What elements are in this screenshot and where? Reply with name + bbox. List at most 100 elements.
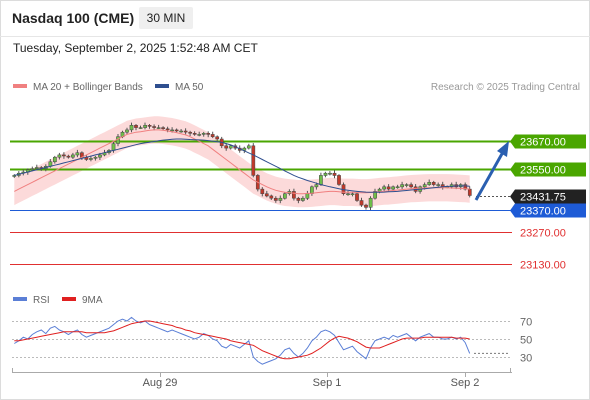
rsi-ma-line <box>14 320 470 360</box>
candle-body <box>404 184 409 186</box>
candle-body <box>34 167 39 169</box>
candle-body <box>89 158 93 160</box>
level-label: 23370.00 <box>520 206 566 218</box>
candle-body <box>188 131 193 134</box>
level-tag-resistance <box>510 162 586 177</box>
candle-body <box>278 197 283 201</box>
candle-body <box>332 172 337 176</box>
candle-body <box>319 175 323 185</box>
candle-body <box>192 133 197 135</box>
candle-body <box>170 129 174 132</box>
ma20-legend-label: MA 20 + Bollinger Bands <box>33 82 143 93</box>
candle-body <box>273 197 278 201</box>
candle-body <box>382 186 386 190</box>
candle-body <box>431 182 436 185</box>
bollinger-band <box>14 116 470 208</box>
x-tick-label: Sep 2 <box>451 377 480 389</box>
candle-body <box>337 175 341 185</box>
candle-body <box>364 204 368 208</box>
header-bar: Nasdaq 100 (CME) 30 MIN <box>0 0 590 37</box>
forecast-arrow-head <box>497 141 509 157</box>
rsi-tick-label: 30 <box>520 353 532 365</box>
candle-body <box>224 145 229 149</box>
candle-body <box>165 128 170 131</box>
candle-body <box>98 154 102 158</box>
candle-body <box>346 193 350 195</box>
candle-body <box>134 125 138 128</box>
rsi-line <box>14 316 471 365</box>
candle-body <box>66 155 71 158</box>
candle-body <box>386 186 391 190</box>
candle-body <box>400 184 404 188</box>
candle-body <box>467 188 472 196</box>
candle-body <box>147 125 152 127</box>
candle-body <box>228 145 233 149</box>
level-tag-current <box>510 189 586 204</box>
candle-body <box>422 184 427 188</box>
candle-body <box>138 127 143 129</box>
candle-body <box>246 145 251 149</box>
level-label: 23670.00 <box>520 137 566 149</box>
candle-body <box>183 130 188 133</box>
candle-body <box>409 184 413 188</box>
candle-body <box>314 184 319 188</box>
candle-body <box>62 154 66 157</box>
x-tick-label: Sep 1 <box>313 377 342 389</box>
ma50-line <box>14 138 470 193</box>
candle-body <box>251 145 256 176</box>
level-label: 23431.75 <box>520 192 566 204</box>
candle-body <box>201 133 206 135</box>
candle-body <box>71 154 75 158</box>
candle-body <box>129 125 134 131</box>
candle-body <box>156 127 161 129</box>
candle-body <box>328 172 332 175</box>
ma20-legend-swatch <box>13 84 27 88</box>
candle-body <box>391 186 395 190</box>
level-label: 23550.00 <box>520 165 566 177</box>
candle-body <box>179 130 183 133</box>
ma20-line <box>14 129 470 195</box>
ma9-legend-label: 9MA <box>82 295 103 306</box>
ma9-legend-swatch <box>62 297 76 301</box>
candle-body <box>296 197 301 201</box>
candle-body <box>174 129 179 132</box>
candle-body <box>283 193 287 199</box>
rsi-tick-label: 70 <box>520 317 532 329</box>
candle-body <box>373 191 377 199</box>
candle-body <box>75 152 80 156</box>
x-tick-label: Aug 29 <box>143 377 178 389</box>
candle-body <box>93 156 98 159</box>
candle-body <box>152 126 156 128</box>
candle-body <box>161 127 165 129</box>
candle-body <box>359 200 364 206</box>
interval-button[interactable]: 30 MIN <box>139 7 193 29</box>
rsi-legend-label: RSI <box>33 295 50 306</box>
candle-body <box>269 195 274 199</box>
instrument-title: Nasdaq 100 (CME) <box>12 10 135 26</box>
candle-body <box>292 191 296 199</box>
candle-body <box>57 154 62 158</box>
candle-body <box>355 193 359 201</box>
candle-body <box>53 156 57 163</box>
ma50-legend-label: MA 50 <box>175 82 204 93</box>
candle-body <box>436 184 441 186</box>
forecast-arrow-shaft <box>474 151 505 201</box>
candle-body <box>260 188 265 194</box>
level-tag-resistance <box>510 134 586 149</box>
candle-body <box>323 172 328 176</box>
candle-body <box>305 193 310 199</box>
candle-body <box>197 134 202 136</box>
level-tag-pivot <box>510 203 586 218</box>
candle-body <box>30 168 35 170</box>
timestamp: Tuesday, September 2, 2025 1:52:48 AM CE… <box>13 41 258 55</box>
candle-body <box>310 186 314 194</box>
candle-body <box>111 143 116 151</box>
candle-body <box>368 197 373 208</box>
candle-body <box>395 186 400 189</box>
ma50-legend-swatch <box>155 84 169 88</box>
candle-body <box>143 125 147 128</box>
level-label: 23270.00 <box>520 228 566 240</box>
candle-body <box>350 193 355 195</box>
copyright-text: Research © 2025 Trading Central <box>431 82 580 93</box>
